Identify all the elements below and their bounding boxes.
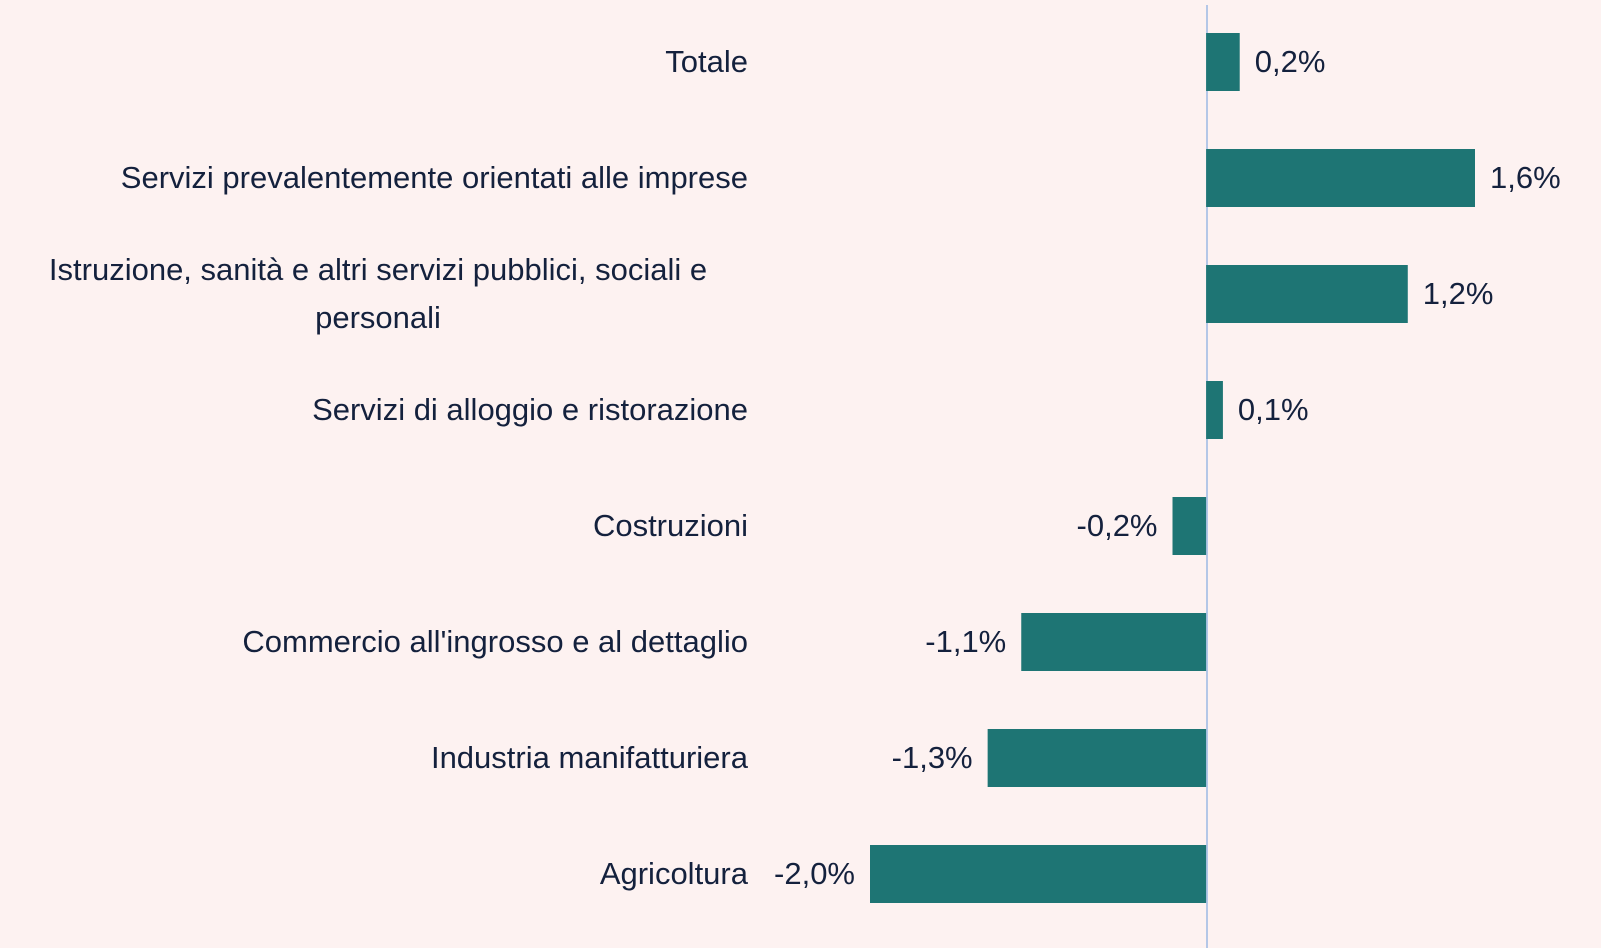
category-label-box: Servizi di alloggio e ristorazione [8, 386, 748, 434]
value-label: 0,1% [1238, 392, 1309, 427]
value-label: -1,3% [892, 740, 973, 775]
category-label-box: Industria manifatturiera [8, 734, 748, 782]
category-label-box: Commercio all'ingrosso e al dettaglio [8, 618, 748, 666]
category-label: Istruzione, sanità e altri servizi pubbl… [48, 252, 708, 335]
category-label: Agricoltura [599, 856, 748, 891]
category-label-box: Agricoltura [8, 850, 748, 898]
category-label: Commercio all'ingrosso e al dettaglio [242, 624, 748, 659]
bar [1206, 265, 1408, 323]
bar [1172, 497, 1207, 555]
value-label: -2,0% [774, 856, 855, 891]
category-label: Costruzioni [592, 508, 748, 543]
bar [987, 729, 1207, 787]
category-label: Servizi prevalentemente orientati alle i… [120, 160, 748, 195]
category-label: Industria manifatturiera [430, 740, 748, 775]
category-label: Servizi di alloggio e ristorazione [312, 392, 748, 427]
category-label: Totale [665, 44, 748, 79]
value-label: 0,2% [1255, 44, 1326, 79]
category-label-box: Servizi prevalentemente orientati alle i… [8, 154, 748, 202]
bar [1206, 381, 1223, 439]
category-label-box: Costruzioni [8, 502, 748, 550]
value-label: -0,2% [1077, 508, 1158, 543]
value-label: 1,2% [1423, 276, 1494, 311]
bar [870, 845, 1207, 903]
bar [1206, 149, 1475, 207]
bar [1206, 33, 1240, 91]
category-label-box: Istruzione, sanità e altri servizi pubbl… [8, 246, 748, 342]
value-label: 1,6% [1490, 160, 1561, 195]
value-label: -1,1% [925, 624, 1006, 659]
bar [1021, 613, 1207, 671]
category-label-box: Totale [8, 38, 748, 86]
